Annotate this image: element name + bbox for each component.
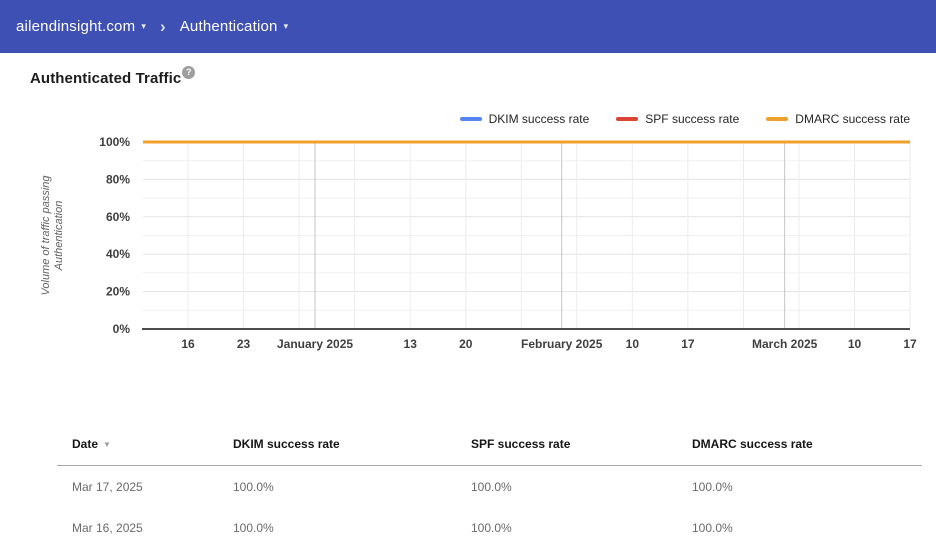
page-title-row: Authenticated Traffic ?	[30, 66, 936, 87]
y-tick-label: 100%	[99, 135, 130, 149]
table-cell-date: Mar 17, 2025	[72, 479, 143, 494]
domain-selector[interactable]: ailendinsight.com ▾	[10, 18, 152, 35]
table-cell-value: 100.0%	[471, 520, 512, 535]
top-navigation-bar: ailendinsight.com ▾ › Authentication ▾	[0, 0, 936, 53]
legend-label: DMARC success rate	[795, 111, 910, 126]
x-tick-label: 17	[681, 337, 695, 351]
x-tick-label: January 2025	[277, 337, 353, 351]
table-cell-date: Mar 16, 2025	[72, 520, 143, 535]
x-tick-label: 10	[626, 337, 640, 351]
y-tick-label: 0%	[113, 322, 131, 336]
caret-down-icon: ▾	[283, 21, 289, 31]
legend-label: DKIM success rate	[488, 111, 590, 126]
legend-line-icon	[459, 116, 482, 121]
traffic-chart-svg: 100% 80% 60% 40% 20% 0% 16 23 January 2025 13 20 Fe…	[40, 135, 917, 351]
x-axis-tick-labels: 16 23 January 2025 13 20 February 2025 10 17 Mar…	[181, 337, 917, 351]
y-tick-label: 20%	[106, 285, 130, 299]
column-header-label: DMARC success rate	[692, 437, 813, 451]
column-header-date[interactable]: Date ▼	[57, 437, 218, 451]
y-tick-label: 60%	[106, 210, 130, 224]
x-tick-label: March 2025	[752, 337, 818, 351]
legend-item-dmarc-success-rate: DMARC success rate	[766, 112, 910, 126]
table-header-row: Date ▼ DKIM success rate SPF success rate DM…	[57, 423, 922, 466]
breadcrumb-chevron-icon: ›	[160, 17, 166, 36]
legend-label: SPF success rate	[645, 111, 740, 126]
authenticated-traffic-chart: 100% 80% 60% 40% 20% 0% 16 23 January 2025 13 20 Fe…	[0, 130, 936, 361]
y-tick-label: 80%	[106, 172, 130, 186]
column-header-spf-success-rate[interactable]: SPF success rate	[456, 437, 677, 451]
page-title: Authenticated Traffic	[30, 70, 182, 87]
table-row: Mar 16, 2025 100.0% 100.0% 100.0%	[57, 507, 922, 548]
table-cell-value: 100.0%	[471, 479, 512, 494]
sort-descending-icon: ▼	[103, 439, 111, 449]
column-header-label: SPF success rate	[471, 437, 571, 451]
legend-item-dkim-success-rate: DKIM success rate	[459, 111, 590, 126]
column-header-dkim-success-rate[interactable]: DKIM success rate	[218, 437, 456, 451]
y-axis-tick-labels: 100% 80% 60% 40% 20% 0%	[99, 135, 130, 336]
x-tick-label: February 2025	[521, 337, 603, 351]
column-header-dmarc-success-rate[interactable]: DMARC success rate	[677, 437, 922, 451]
x-tick-label: 17	[903, 337, 917, 351]
table-cell-value: 100.0%	[233, 520, 274, 535]
x-tick-label: 10	[848, 337, 862, 351]
legend-item-spf-success-rate: SPF success rate	[616, 112, 739, 126]
column-header-label: Date	[72, 437, 99, 451]
table-cell-value: 100.0%	[692, 520, 733, 535]
help-icon[interactable]: ?	[182, 66, 196, 79]
caret-down-icon: ▾	[141, 21, 147, 31]
y-axis-title: Volume of traffic passingAuthentication	[40, 175, 65, 296]
chart-legend: DKIM success rate SPF success rate DMARC s…	[0, 111, 910, 126]
authentication-results-table: Date ▼ DKIM success rate SPF success rate DM…	[57, 423, 922, 548]
table-cell-value: 100.0%	[692, 479, 733, 494]
legend-line-icon	[766, 116, 789, 121]
chart-gridlines	[143, 141, 911, 329]
table-row: Mar 17, 2025 100.0% 100.0% 100.0%	[57, 466, 922, 507]
y-tick-label: 40%	[106, 247, 130, 261]
x-tick-label: 16	[181, 337, 195, 351]
domain-selector-label: ailendinsight.com	[16, 18, 136, 35]
x-tick-label: 13	[404, 337, 418, 351]
section-selector-label: Authentication	[179, 18, 278, 35]
column-header-label: DKIM success rate	[233, 437, 340, 451]
table-cell-value: 100.0%	[233, 479, 274, 494]
x-tick-label: 23	[237, 337, 251, 351]
section-selector[interactable]: Authentication ▾	[174, 18, 295, 35]
x-tick-label: 20	[459, 337, 473, 351]
legend-line-icon	[616, 116, 639, 121]
